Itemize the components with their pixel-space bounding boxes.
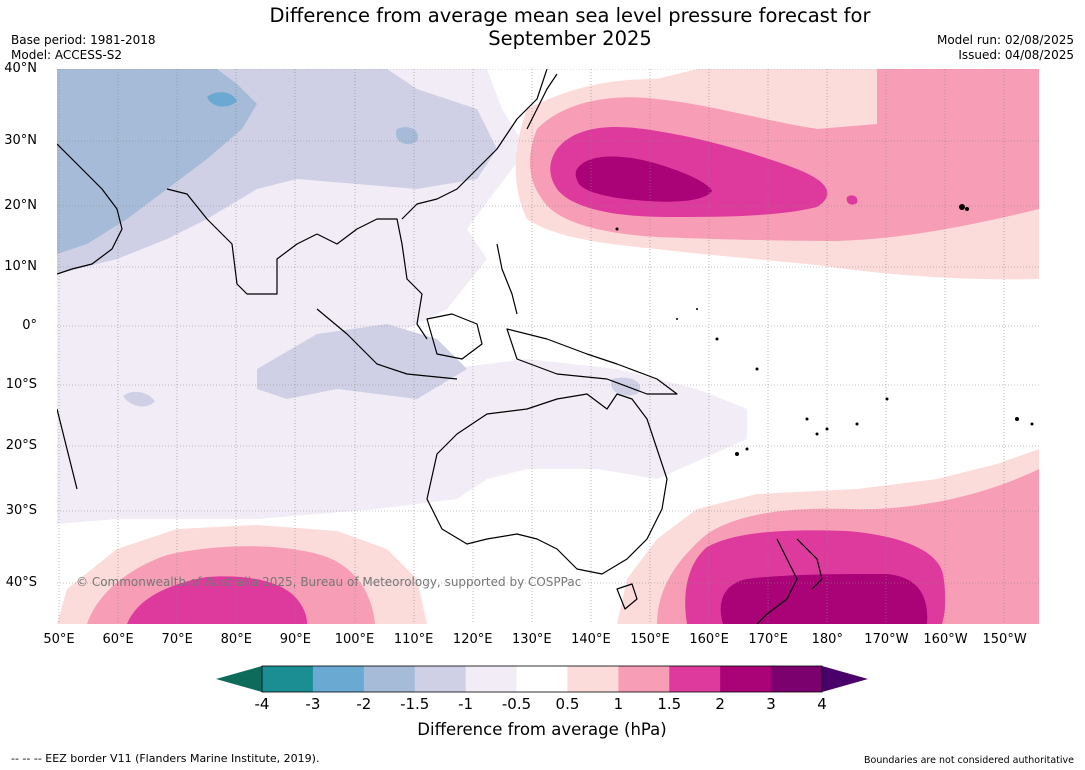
lat-label: 20°S xyxy=(5,438,37,453)
meta-left: Base period: 1981-2018 Model: ACCESS-S2 xyxy=(11,33,156,63)
eez-legend: -- -- -- EEZ border V11 (Flanders Marine… xyxy=(11,752,320,765)
lat-label: 20°N xyxy=(4,198,37,213)
colorbar-tick-label: 1.5 xyxy=(657,695,682,713)
colorbar-swatch xyxy=(262,666,314,692)
colorbar-tick-label: 0.5 xyxy=(555,695,580,713)
copyright-notice: © Commonwealth of Australia 2025, Bureau… xyxy=(76,575,582,589)
lon-label: 160°E xyxy=(689,632,729,647)
colorbar-swatch xyxy=(720,666,772,692)
lon-label: 180° xyxy=(811,632,843,647)
colorbar-swatch xyxy=(414,666,467,692)
colorbar-tick-label: 2 xyxy=(715,695,725,713)
lon-label: 150°W xyxy=(982,632,1027,647)
model-name: Model: ACCESS-S2 xyxy=(11,48,123,62)
lon-label: 160°W xyxy=(923,632,968,647)
lon-label: 170°E xyxy=(748,632,788,647)
colorbar-tick-label: 3 xyxy=(766,695,776,713)
lon-label: 170°W xyxy=(864,632,909,647)
colorbar-tick-label: -1.5 xyxy=(400,695,430,713)
lat-label: 10°N xyxy=(4,259,37,274)
colorbar-swatch xyxy=(312,666,365,692)
lat-label: 30°N xyxy=(4,133,37,148)
title-line-2: September 2025 xyxy=(488,27,652,50)
lon-label: 100°E xyxy=(334,632,375,647)
lat-label: 40°N xyxy=(4,61,37,76)
colorbar-under-arrow xyxy=(216,666,262,692)
lon-label: 120°E xyxy=(452,632,493,647)
tibetan-plateau-low xyxy=(207,92,237,107)
colorbar-tick-label: -0.5 xyxy=(501,695,532,713)
issued-date: Issued: 04/08/2025 xyxy=(958,48,1074,62)
colorbar-swatch xyxy=(567,666,619,692)
chart-title: Difference from average mean sea level p… xyxy=(200,4,940,50)
graticule xyxy=(57,69,1039,624)
lon-label: 60°E xyxy=(102,632,134,647)
coastlines xyxy=(57,69,823,624)
lon-label: 70°E xyxy=(161,632,193,647)
map xyxy=(57,69,1039,624)
colorbar-swatch xyxy=(516,666,568,692)
lon-label: 90°E xyxy=(279,632,312,647)
lat-label: 40°S xyxy=(5,575,37,590)
indian-ocean-1-5 xyxy=(127,576,307,624)
lon-label: 110°E xyxy=(393,632,434,647)
colorbar-tick-label: -1 xyxy=(458,695,474,713)
colorbar xyxy=(216,665,868,693)
lon-label: 80°E xyxy=(220,632,252,647)
tasman-sea-high xyxy=(720,574,928,624)
lat-label: 0° xyxy=(22,318,37,333)
colorbar-tick-label: 1 xyxy=(613,695,624,713)
lon-label: 150°E xyxy=(630,632,670,647)
map-canvas xyxy=(57,69,1039,624)
colorbar-tick-label: 4 xyxy=(817,695,827,713)
colorbar-tick-label: -3 xyxy=(305,695,321,713)
colorbar-swatch xyxy=(771,666,823,692)
central-north-pacific-high xyxy=(575,156,712,202)
boundaries-disclaimer: Boundaries are not considered authoritat… xyxy=(864,755,1074,766)
colorbar-tick-label: -4 xyxy=(254,695,270,713)
colorbar-over-arrow xyxy=(822,666,868,692)
meta-right: Model run: 02/08/2025 Issued: 04/08/2025 xyxy=(937,33,1074,63)
pacific-islands xyxy=(615,204,1034,456)
field-minus-1-5 xyxy=(57,69,257,254)
colorbar-swatch xyxy=(363,666,416,692)
lat-label: 10°S xyxy=(5,377,37,392)
colorbar-swatch xyxy=(669,666,721,692)
base-period: Base period: 1981-2018 xyxy=(11,33,156,47)
colorbar-tick-label: -2 xyxy=(356,695,372,713)
model-run: Model run: 02/08/2025 xyxy=(936,33,1074,47)
lon-label: 130°E xyxy=(512,632,552,647)
colorbar-label: Difference from average (hPa) xyxy=(417,720,667,739)
colorbar-swatch xyxy=(618,666,670,692)
lon-label: 140°E xyxy=(571,632,611,647)
title-line-1: Difference from average mean sea level p… xyxy=(269,4,871,27)
colorbar-swatch xyxy=(465,666,518,692)
lat-label: 30°S xyxy=(5,503,37,518)
lon-label: 50°E xyxy=(43,632,75,647)
